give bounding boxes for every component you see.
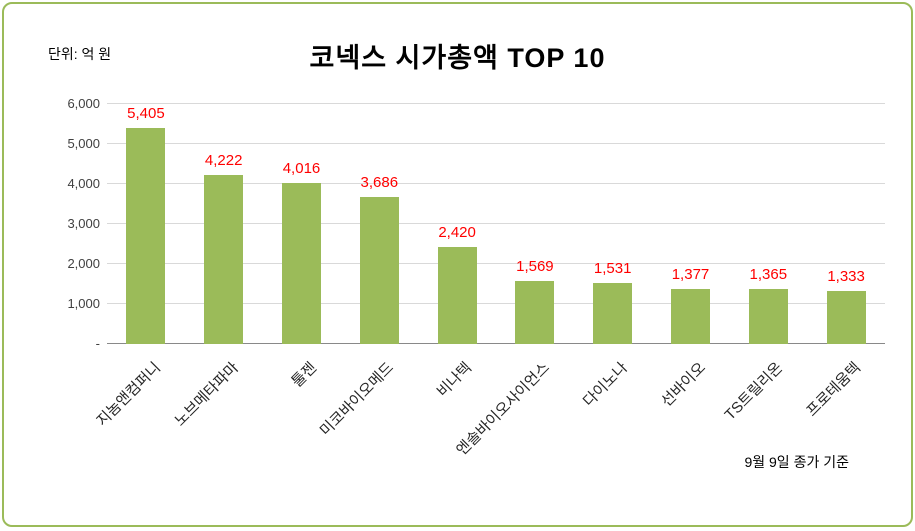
value-label: 5,405	[127, 104, 165, 122]
value-label: 1,365	[749, 266, 788, 284]
plot-area: 5,405 4,222 4,016 3,686 2,420 1,569 1,531 1,377…	[107, 103, 885, 344]
gridline	[107, 223, 885, 224]
y-tick-label: 2,000	[67, 256, 100, 271]
gridline	[107, 263, 885, 264]
bar-6	[515, 281, 555, 344]
value-label: 1,377	[671, 265, 710, 283]
value-label: 4,016	[282, 160, 321, 178]
footnote: 9월 9일 종가 기준	[744, 454, 849, 470]
value-label: 3,686	[360, 173, 399, 191]
bar-4	[359, 196, 399, 344]
y-tick-label: 4,000	[67, 176, 100, 191]
bar-5	[437, 247, 477, 344]
value-label: 4,222	[204, 152, 243, 170]
value-label: 1,569	[516, 258, 554, 276]
bar-2	[204, 175, 244, 344]
y-tick-label: 3,000	[67, 216, 100, 231]
gridline	[107, 143, 885, 144]
bar-1	[126, 127, 166, 344]
unit-label: 단위: 억 원	[48, 46, 112, 62]
bar-3	[282, 183, 321, 344]
gridline	[107, 303, 885, 304]
gridline	[107, 183, 885, 184]
x-axis-line	[107, 343, 885, 344]
value-label: 1,531	[593, 259, 632, 277]
y-tick-label: 5,000	[67, 136, 100, 151]
bar-7	[593, 282, 633, 344]
bar-8	[671, 288, 710, 344]
value-label: 2,420	[438, 224, 476, 242]
value-label: 1,333	[827, 267, 865, 285]
y-axis: - 1,000 2,000 3,000 4,000 5,000 6,000	[34, 96, 100, 351]
chart-title: 코넥스 시가총액 TOP 10	[309, 43, 606, 73]
y-tick-label: 6,000	[67, 96, 100, 111]
y-tick-label: 1,000	[67, 296, 100, 311]
bar-9	[748, 289, 788, 344]
y-tick-label: -	[95, 336, 100, 351]
bar-10	[826, 290, 866, 344]
gridline	[107, 103, 885, 104]
